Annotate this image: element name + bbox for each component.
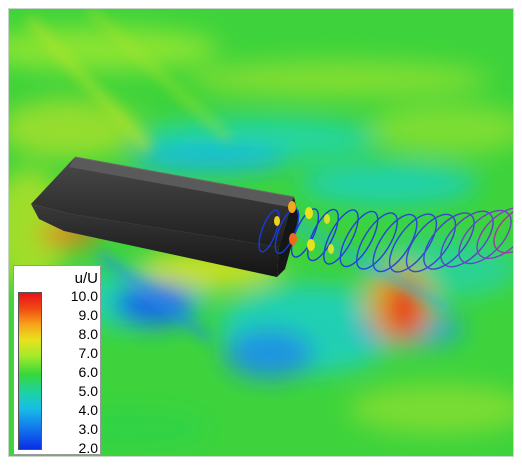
legend-color-bar (18, 292, 42, 450)
legend-tick: 9.0 (78, 307, 98, 323)
legend-tick: 4.0 (78, 402, 98, 418)
legend-tick: 6.0 (78, 364, 98, 380)
legend-tick: 3.0 (78, 421, 98, 437)
flow-visualization: u/U 10.0 9.0 8.0 7.0 6.0 5.0 4.0 3.0 2.0 (8, 8, 514, 457)
legend-tick: 8.0 (78, 326, 98, 342)
color-legend: u/U 10.0 9.0 8.0 7.0 6.0 5.0 4.0 3.0 2.0 (13, 265, 101, 456)
legend-tick: 7.0 (78, 345, 98, 361)
hull (31, 156, 299, 277)
vortex-wake (258, 204, 513, 273)
legend-tick: 2.0 (78, 440, 98, 456)
velocity-field (9, 9, 513, 456)
legend-title: u/U (74, 270, 98, 287)
legend-tick: 5.0 (78, 383, 98, 399)
vortex-cores (274, 201, 334, 254)
legend-tick-labels: 10.0 9.0 8.0 7.0 6.0 5.0 4.0 3.0 2.0 (50, 288, 98, 456)
legend-tick: 10.0 (70, 288, 98, 304)
